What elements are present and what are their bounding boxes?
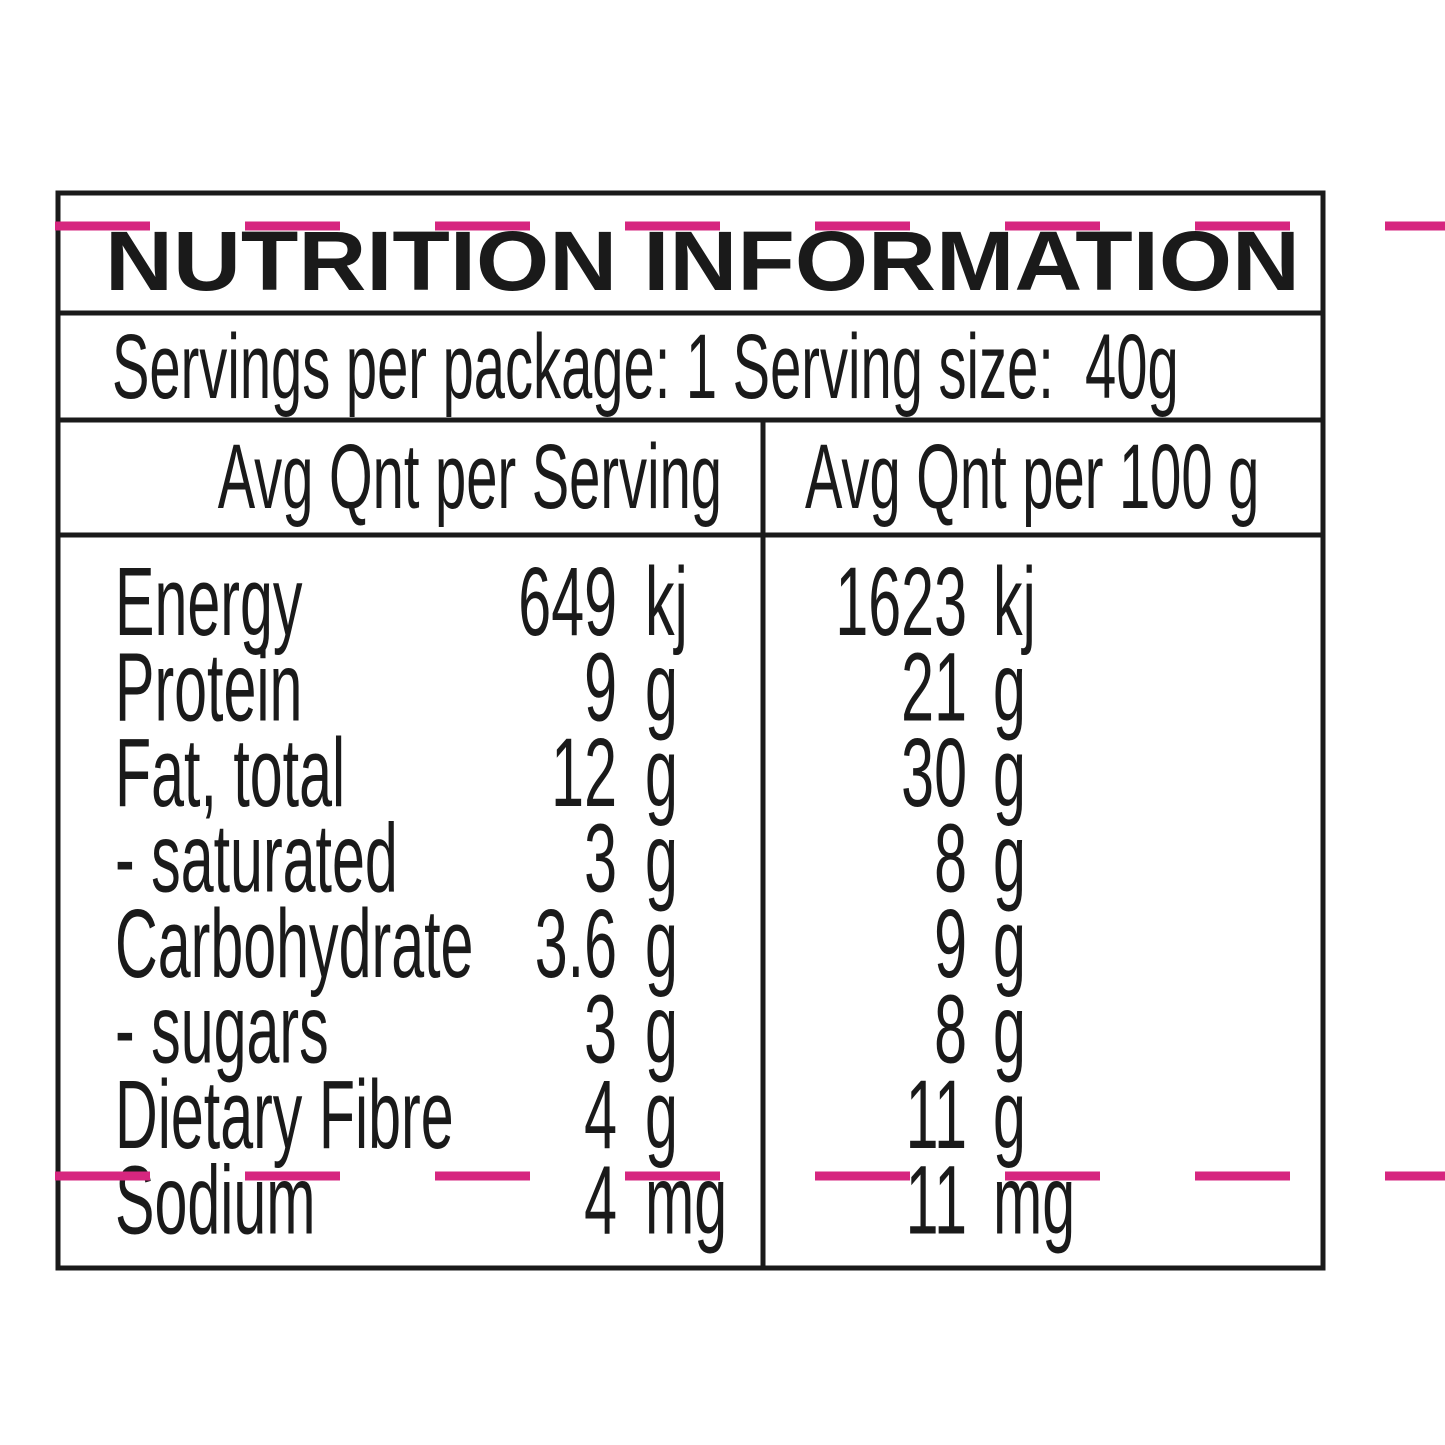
- per-serving-value: 9: [584, 634, 617, 743]
- per-serving-value: 3.6: [535, 890, 617, 999]
- nutrient-name: - sugars: [115, 976, 329, 1085]
- per-100g-value: 21: [901, 634, 967, 743]
- per-serving-value: 649: [518, 548, 617, 657]
- per-100g-unit: g: [993, 719, 1026, 828]
- nutrient-name: Fat, total: [115, 719, 345, 828]
- per-serving-unit: g: [645, 1061, 678, 1170]
- table-text: Servings per package: 1 Serving size: 40…: [112, 316, 1259, 1255]
- per-100g-unit: g: [993, 634, 1026, 743]
- per-100g-value: 30: [901, 719, 967, 828]
- per-serving-unit: g: [645, 890, 678, 999]
- per-serving-unit: g: [645, 805, 678, 914]
- per-serving-value: 12: [551, 719, 617, 828]
- per-serving-value: 4: [584, 1061, 617, 1170]
- per-serving-unit: g: [645, 976, 678, 1085]
- per-serving-value: 3: [584, 976, 617, 1085]
- per-100g-value: 1623: [835, 548, 967, 657]
- nutrient-name: - saturated: [115, 805, 398, 914]
- per-100g-unit: mg: [993, 1147, 1075, 1256]
- per-100g-value: 8: [934, 805, 967, 914]
- per-100g-value: 11: [906, 1147, 967, 1256]
- per-serving-unit: mg: [645, 1147, 727, 1256]
- per-serving-value: 3: [584, 805, 617, 914]
- per-serving-unit: g: [645, 719, 678, 828]
- nutrient-name: Carbohydrate: [115, 890, 473, 999]
- nutrient-name: Energy: [115, 548, 302, 657]
- column-header: Avg Qnt per 100 g: [805, 426, 1259, 529]
- per-100g-value: 9: [934, 890, 967, 999]
- per-100g-unit: g: [993, 976, 1026, 1085]
- per-100g-value: 8: [934, 976, 967, 1085]
- per-100g-unit: g: [993, 1061, 1026, 1170]
- servings: Servings per package: 1 Serving size: 40…: [112, 316, 1179, 419]
- nutrient-name: Dietary Fibre: [115, 1061, 454, 1170]
- per-100g-unit: g: [993, 890, 1026, 999]
- nutrient-name: Sodium: [115, 1147, 316, 1256]
- column-header: Avg Qnt per Serving: [218, 426, 722, 529]
- per-100g-unit: kj: [993, 548, 1036, 657]
- per-serving-unit: kj: [645, 548, 688, 657]
- per-100g-unit: g: [993, 805, 1026, 914]
- table-border: [55, 190, 1326, 1271]
- per-100g-value: 11: [906, 1061, 967, 1170]
- per-serving-value: 4: [584, 1147, 617, 1256]
- nutrient-name: Protein: [115, 634, 302, 743]
- per-serving-unit: g: [645, 634, 678, 743]
